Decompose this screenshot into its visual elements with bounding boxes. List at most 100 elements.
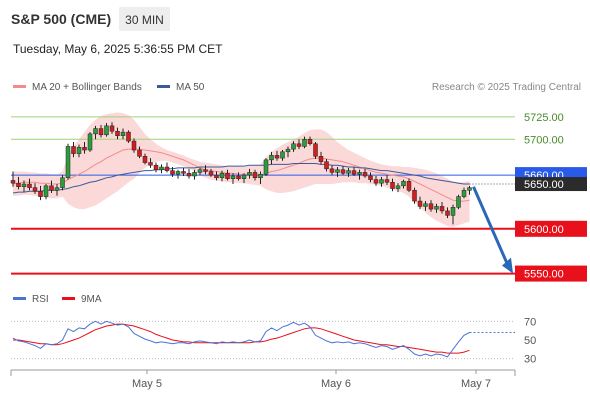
- candle-body: [38, 190, 43, 197]
- candle-body: [395, 185, 401, 189]
- candle-body: [181, 171, 186, 174]
- ma20-legend-swatch: [13, 85, 26, 88]
- candle-body: [390, 182, 395, 189]
- candle-body: [192, 172, 197, 177]
- candle-body: [71, 146, 76, 154]
- level-tag-5600: [515, 220, 587, 237]
- candle-body: [263, 159, 269, 175]
- x-tick-label-1: May 6: [321, 378, 351, 390]
- candle-body: [98, 128, 104, 136]
- rsi-line: [12, 320, 470, 358]
- candle-body: [285, 148, 291, 153]
- rsi-tick-70: 70: [524, 316, 536, 328]
- candle-body: [461, 190, 467, 197]
- candle-body: [417, 200, 423, 207]
- bollinger-band: [13, 112, 470, 227]
- candle-body: [82, 147, 87, 151]
- candle-body: [43, 185, 49, 197]
- candle-body: [126, 131, 131, 142]
- rsi-ma-legend-label: 9MA: [81, 294, 102, 305]
- candle-body: [428, 203, 434, 210]
- forecast-arrow-head: [502, 257, 513, 274]
- candle-body: [225, 173, 230, 179]
- candle-body: [450, 207, 456, 216]
- candle-body: [170, 170, 175, 175]
- candle-body: [164, 166, 170, 171]
- rsi-legend-swatch: [13, 297, 26, 300]
- candle-body: [406, 181, 412, 191]
- candle-body: [439, 206, 445, 212]
- rsi-tick-50: 50: [524, 335, 536, 347]
- forecast-arrow-shaft: [472, 186, 510, 267]
- candle-body: [93, 128, 98, 135]
- candle-body: [329, 168, 335, 173]
- candle-body: [159, 166, 164, 170]
- candle-body: [219, 173, 225, 179]
- candle-body: [54, 187, 60, 191]
- candle-body: [230, 175, 236, 179]
- candle-body: [87, 133, 93, 151]
- candle-body: [379, 179, 384, 184]
- candle-body: [340, 169, 346, 174]
- candle-body: [346, 170, 351, 174]
- candle-body: [16, 182, 21, 187]
- candle-body: [318, 156, 324, 162]
- candle-body: [10, 180, 16, 184]
- candle-body: [104, 125, 109, 136]
- candle-body: [175, 171, 181, 175]
- level-label-5600: 5600.00: [524, 224, 564, 236]
- candle-body: [274, 155, 280, 159]
- candle-body: [32, 187, 38, 192]
- interval-badge: [119, 7, 170, 31]
- candle-body: [76, 147, 82, 154]
- candle-body: [456, 196, 461, 208]
- candle-body: [401, 181, 406, 187]
- x-axis: May 5 May 6 May 7: [10, 369, 516, 390]
- candle-body: [384, 179, 390, 183]
- price-panel: 5725.005700.005660.005600.005550.005650.…: [10, 112, 587, 282]
- level-label-5700: 5700.00: [524, 134, 564, 146]
- candle-body: [412, 190, 417, 202]
- rsi-tick-30: 30: [524, 354, 536, 366]
- x-tick-label-0: May 5: [132, 378, 162, 390]
- x-tick-label-2: May 7: [461, 378, 491, 390]
- candle-body: [153, 164, 159, 170]
- candle-body: [368, 175, 373, 180]
- candle-body: [296, 143, 302, 147]
- candle-body: [423, 203, 428, 207]
- candle-body: [236, 175, 241, 179]
- candle-body: [197, 169, 203, 173]
- ma50-line: [12, 163, 470, 194]
- candle-body: [291, 143, 296, 150]
- rsi-panel: 70 50 30: [11, 316, 536, 366]
- interval-label: 30 MIN: [125, 13, 164, 27]
- candle-body: [258, 173, 263, 179]
- chart-title: S&P 500 (CME): [11, 11, 111, 27]
- candle-body: [434, 206, 439, 210]
- candle-body: [65, 146, 71, 179]
- last-price-label: 5650.00: [524, 179, 564, 191]
- candle-body: [307, 139, 313, 145]
- candle-body: [280, 151, 285, 159]
- credit-label: Research © 2025 Trading Central: [432, 82, 581, 93]
- candle-body: [49, 185, 54, 191]
- candle-body: [203, 169, 208, 172]
- candle-body: [214, 174, 219, 179]
- candle-body: [241, 174, 247, 179]
- candle-body: [148, 162, 153, 166]
- candle-body: [362, 172, 368, 177]
- ma50-legend-label: MA 50: [176, 82, 205, 93]
- candle-body: [131, 140, 137, 151]
- candle-body: [247, 172, 252, 176]
- candle-body: [109, 125, 115, 132]
- datetime-label: Tuesday, May 6, 2025 5:36:55 PM CET: [13, 42, 223, 56]
- candle-body: [302, 139, 307, 147]
- candle-body: [142, 156, 148, 163]
- candle-body: [313, 143, 318, 157]
- level-label-5550: 5550.00: [524, 269, 564, 281]
- candle-body: [208, 171, 214, 176]
- rsi-ma-legend-swatch: [62, 297, 75, 300]
- ma20-line: [12, 148, 470, 202]
